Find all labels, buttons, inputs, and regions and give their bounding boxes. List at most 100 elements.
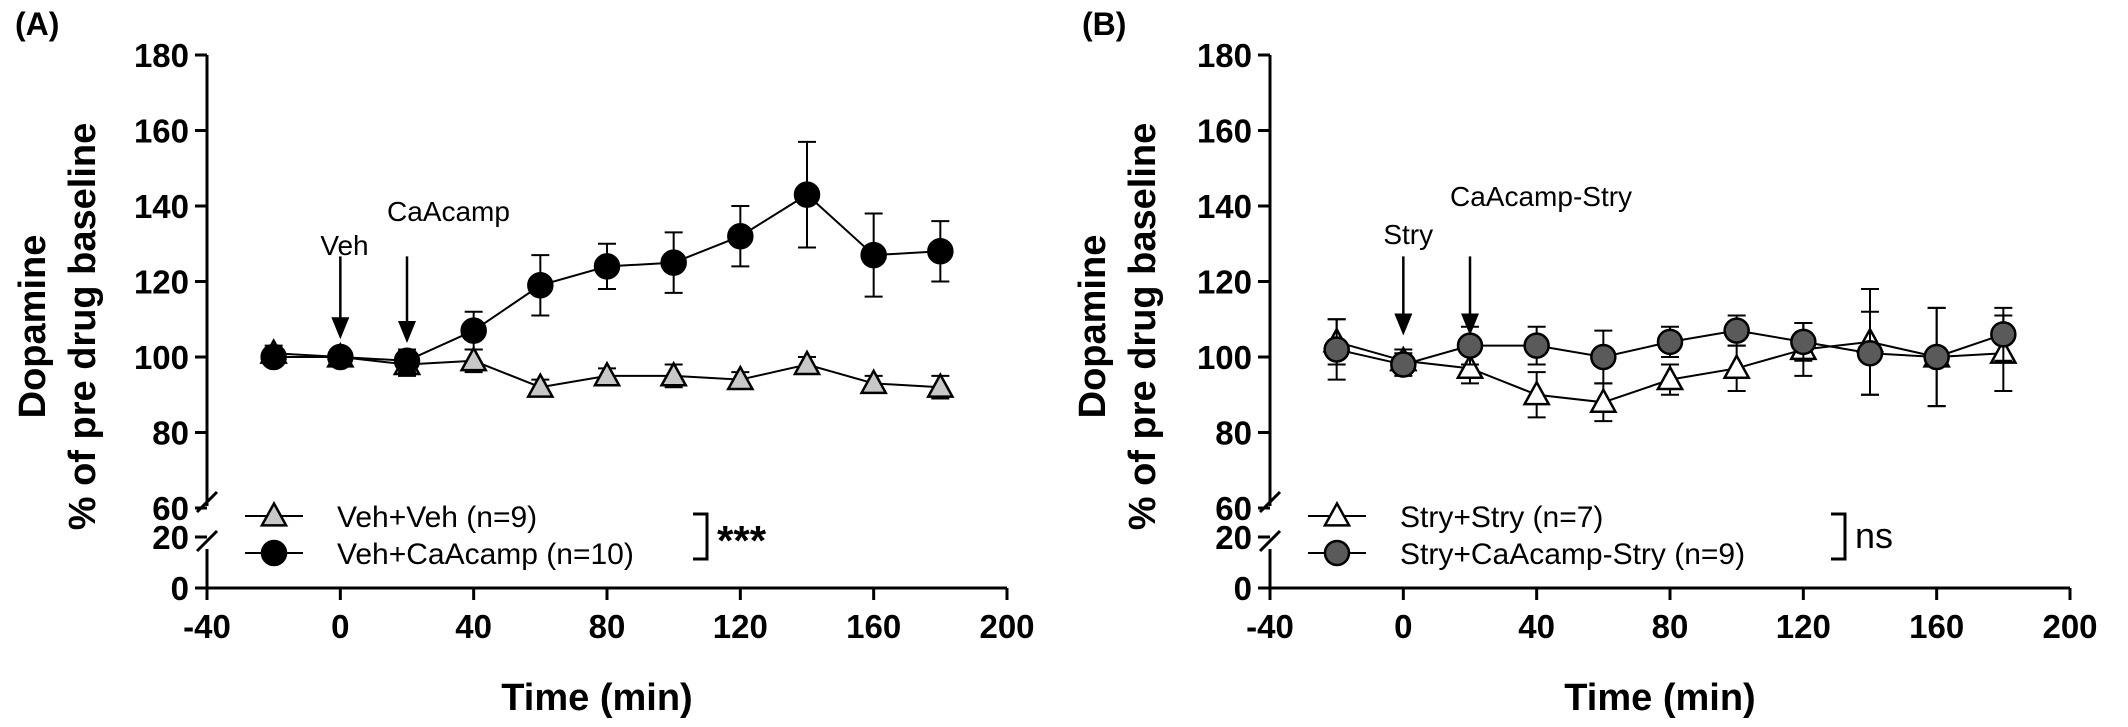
y-tick-label: 140 — [1197, 188, 1252, 225]
y-tick-label: 80 — [152, 415, 189, 452]
significance-label: ns — [1855, 515, 1893, 556]
y-tick-label: 20 — [152, 519, 189, 556]
series-2 — [1323, 306, 2017, 408]
y-tick-label: 140 — [134, 188, 189, 225]
x-tick-label: 200 — [2042, 608, 2097, 645]
y-tick-label: 120 — [134, 264, 189, 301]
significance-bracket — [1831, 512, 1847, 561]
data-point — [592, 360, 622, 387]
data-point — [260, 343, 287, 371]
data-point — [393, 347, 421, 375]
data-point — [1990, 321, 2017, 348]
data-point — [659, 360, 688, 387]
y-tick-label: 0 — [1234, 570, 1252, 607]
data-point — [526, 372, 555, 398]
annotation-arrow: Veh — [320, 230, 369, 340]
data-point — [1455, 353, 1485, 379]
axis-break-mark — [1258, 529, 1282, 553]
annotation-label: CaAcamp — [387, 196, 510, 227]
x-axis-title: Time (min) — [501, 677, 692, 719]
y-tick-label: 60 — [1215, 490, 1252, 527]
data-point — [1655, 364, 1685, 391]
axis-break-mark — [195, 529, 219, 553]
x-tick-label: 120 — [1776, 608, 1831, 645]
data-point — [1390, 351, 1417, 378]
data-point — [527, 272, 554, 299]
x-tick-label: 40 — [1518, 608, 1555, 645]
data-point — [792, 349, 822, 376]
data-point — [1589, 387, 1618, 413]
series-2 — [260, 140, 954, 375]
panel-label: (A) — [15, 6, 59, 42]
data-point — [460, 317, 487, 344]
axes — [195, 53, 1009, 600]
annotation-arrow: CaAcamp — [387, 196, 510, 343]
data-point — [727, 222, 754, 250]
x-tick-label: -40 — [1246, 608, 1294, 645]
panel-label: (B) — [1082, 6, 1126, 42]
series-1 — [259, 338, 955, 400]
significance-label: *** — [717, 517, 767, 564]
data-point — [259, 500, 289, 527]
data-point — [260, 539, 288, 567]
data-point — [1590, 343, 1617, 371]
x-tick-label: 160 — [846, 608, 901, 645]
data-point — [859, 368, 888, 395]
y-tick-label: 100 — [134, 339, 189, 376]
x-tick-label: 80 — [589, 608, 626, 645]
legend-label: Stry+CaAcamp-Stry (n=9) — [1400, 538, 1745, 571]
data-point — [1923, 343, 1950, 371]
data-point — [926, 372, 955, 398]
y-tick-label: 100 — [1197, 339, 1252, 376]
arrow-head — [398, 321, 416, 343]
legend-label: Veh+CaAcamp (n=10) — [337, 538, 634, 571]
y-axis-title: Dopamine — [12, 235, 54, 419]
data-point — [1656, 328, 1684, 356]
data-point — [1723, 317, 1750, 344]
data-point — [726, 364, 755, 391]
data-point — [1523, 332, 1550, 359]
y-tick-label: 180 — [1197, 37, 1252, 74]
y-tick-label: 120 — [1197, 264, 1252, 301]
annotation-label: Stry — [1383, 219, 1433, 250]
legend: Stry+Stry (n=7) Stry+CaAcamp-Stry (n=9) — [1308, 500, 1745, 571]
y-tick-label: 180 — [134, 37, 189, 74]
y-tick-label: 160 — [134, 113, 189, 150]
x-tick-label: 160 — [1909, 608, 1964, 645]
annotation-arrow: Stry — [1383, 219, 1433, 336]
annotation-arrow: CaAcamp-Stry — [1450, 181, 1632, 336]
arrow-head — [331, 317, 350, 340]
data-point — [459, 345, 488, 372]
data-point — [927, 238, 954, 265]
y-tick-label: 0 — [171, 570, 189, 607]
data-point — [593, 253, 621, 280]
x-tick-label: -40 — [183, 608, 231, 645]
x-tick-label: 0 — [331, 608, 349, 645]
data-point — [1322, 500, 1352, 527]
data-point — [793, 181, 821, 208]
data-point — [860, 241, 887, 269]
annotation-label: CaAcamp-Stry — [1450, 181, 1632, 212]
legend-label: Veh+Veh (n=9) — [337, 501, 537, 534]
legend: Veh+Veh (n=9) Veh+CaAcamp (n=10) — [245, 500, 634, 571]
significance-bracket — [693, 512, 709, 561]
y-axis-title: Dopamine — [1072, 235, 1114, 419]
y-tick-label: 160 — [1197, 113, 1252, 150]
y-axis-title: % of pre drug baseline — [1122, 123, 1164, 531]
data-point — [327, 343, 354, 371]
axes — [1258, 53, 2072, 600]
data-point — [1456, 332, 1484, 359]
y-tick-label: 60 — [152, 490, 189, 527]
data-point — [1722, 353, 1751, 379]
x-tick-label: 80 — [1652, 608, 1689, 645]
x-tick-label: 120 — [713, 608, 768, 645]
arrow-head — [1461, 313, 1479, 336]
data-point — [1522, 379, 1551, 406]
data-point — [1790, 328, 1817, 356]
y-tick-label: 80 — [1215, 415, 1252, 452]
y-tick-label: 20 — [1215, 519, 1252, 556]
annotation-label: Veh — [320, 230, 368, 261]
